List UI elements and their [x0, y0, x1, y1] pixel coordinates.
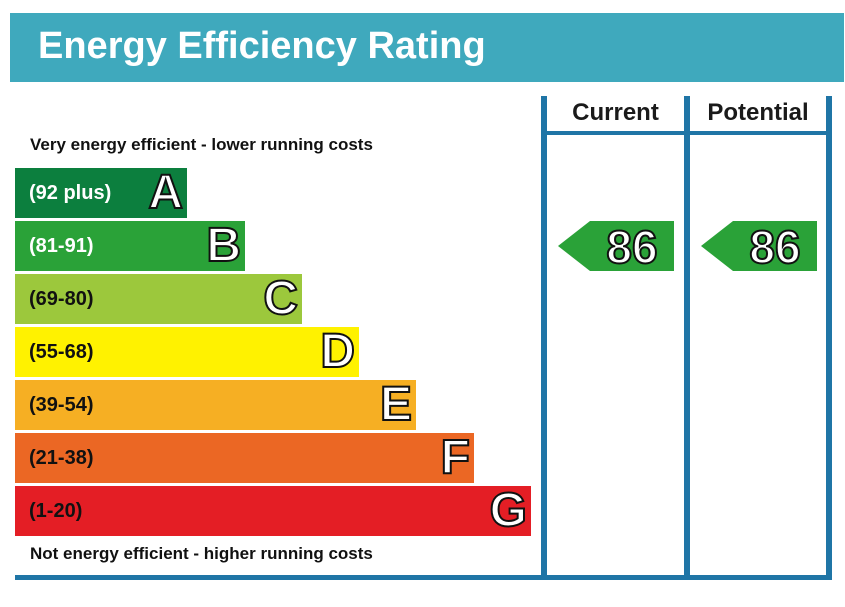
current-column-header: Current — [572, 99, 659, 126]
band-range-label: (81-91) — [29, 235, 94, 257]
potential-column-header: Potential — [707, 99, 809, 126]
header-bar: Energy Efficiency Rating — [10, 13, 844, 82]
band-letter: E — [379, 378, 413, 431]
band-letter: C — [262, 272, 299, 325]
column-divider — [684, 96, 690, 578]
page-title: Energy Efficiency Rating — [38, 25, 486, 67]
band-range-label: (55-68) — [29, 341, 94, 363]
band-letter: F — [440, 431, 471, 484]
band-a: (92 plus) A — [15, 166, 187, 219]
current-column-left-border — [541, 96, 547, 578]
chart-bottom-border — [15, 575, 832, 580]
band-d: (55-68) D — [15, 325, 359, 378]
potential-rating-arrow: 86 — [701, 220, 817, 274]
top-caption: Very energy efficient - lower running co… — [30, 135, 373, 154]
band-g: (1-20) G — [15, 484, 531, 537]
band-range-label: (92 plus) — [29, 182, 112, 204]
band-letter: B — [205, 219, 242, 272]
band-f: (21-38) F — [15, 431, 474, 484]
band-range-label: (69-80) — [29, 288, 94, 310]
band-b: (81-91) B — [15, 219, 245, 272]
band-letter: A — [147, 166, 184, 219]
band-letter: D — [319, 325, 356, 378]
potential-arrow-shape — [701, 221, 817, 271]
current-rating-value: 86 — [605, 220, 658, 274]
band-e: (39-54) E — [15, 378, 416, 431]
current-arrow-shape — [558, 221, 674, 271]
current-rating-arrow: 86 — [558, 220, 674, 274]
bottom-caption: Not energy efficient - higher running co… — [30, 544, 373, 563]
band-letter: G — [489, 484, 528, 537]
band-range-label: (1-20) — [29, 500, 83, 522]
band-c: (69-80) C — [15, 272, 302, 325]
column-header-underline — [541, 131, 832, 135]
band-range-label: (21-38) — [29, 447, 94, 469]
band-range-label: (39-54) — [29, 394, 94, 416]
potential-column-right-border — [826, 96, 832, 578]
potential-rating-value: 86 — [748, 220, 801, 274]
